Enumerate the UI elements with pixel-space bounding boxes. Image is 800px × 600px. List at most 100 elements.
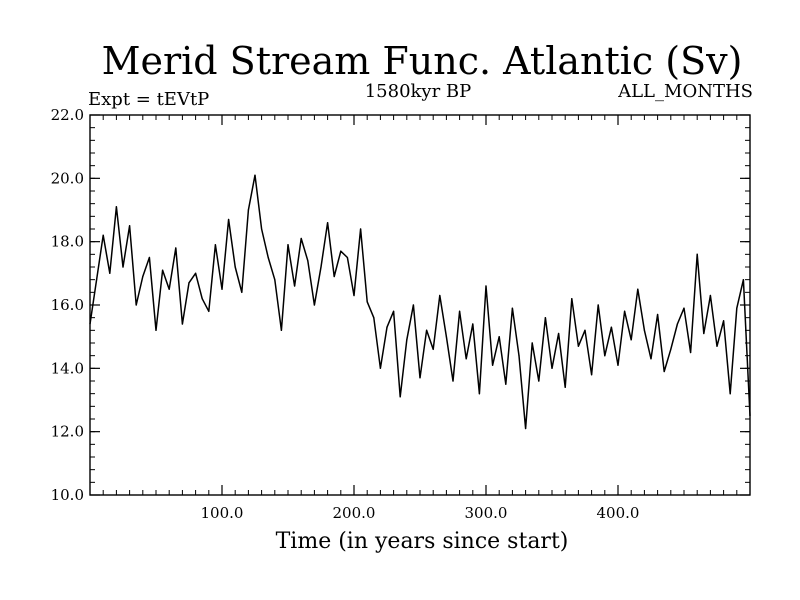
data-point	[584, 329, 586, 331]
data-point	[742, 279, 745, 281]
data-point	[188, 282, 190, 284]
data-point	[723, 320, 725, 322]
y-tick-label: 22.0	[51, 106, 84, 124]
data-point	[208, 310, 210, 312]
data-point	[676, 323, 679, 325]
data-point	[254, 174, 256, 176]
data-point	[102, 234, 104, 236]
x-tick-label: 300.0	[465, 504, 508, 522]
data-point	[399, 396, 401, 398]
subtitle-left: Expt = tEVtP	[88, 89, 209, 110]
subtitle-center: 1580kyr BP	[365, 81, 472, 102]
data-point	[577, 345, 580, 347]
data-point	[709, 294, 712, 297]
data-point	[624, 310, 626, 312]
x-axis-label: Time (in years since start)	[276, 529, 569, 554]
data-point	[115, 206, 117, 208]
data-point	[214, 244, 216, 246]
y-axis: 10.0 12.0 14.0 16.0 18.0 20.0 22.0	[51, 106, 750, 504]
data-point	[373, 317, 375, 319]
y-tick-label: 16.0	[51, 296, 84, 314]
data-point	[643, 329, 646, 331]
data-point	[716, 345, 718, 347]
data-point	[617, 364, 619, 366]
data-point	[591, 374, 593, 376]
data-point	[340, 250, 342, 252]
data-point	[432, 348, 434, 350]
series-line	[89, 174, 751, 430]
data-point	[703, 332, 705, 335]
data-point	[274, 279, 276, 281]
data-point	[221, 288, 223, 290]
data-point	[472, 323, 474, 325]
data-point	[294, 285, 296, 287]
series-layer	[89, 174, 751, 430]
data-point	[683, 307, 685, 309]
data-point	[406, 339, 408, 341]
data-point	[558, 332, 560, 335]
y-tick-label: 14.0	[51, 359, 84, 377]
data-point	[379, 367, 381, 369]
y-tick-label: 10.0	[51, 486, 84, 504]
data-point	[135, 304, 137, 306]
data-point	[333, 275, 335, 278]
data-point	[168, 288, 170, 290]
data-point	[360, 228, 362, 230]
x-tick-label: 400.0	[597, 504, 640, 522]
data-point	[307, 260, 309, 262]
data-point	[148, 256, 150, 259]
data-point	[604, 355, 606, 357]
data-point	[234, 266, 236, 268]
data-point	[729, 393, 731, 395]
data-point	[445, 336, 447, 338]
data-point	[597, 304, 599, 306]
data-point	[564, 386, 566, 388]
data-point	[749, 415, 751, 417]
data-point	[657, 313, 659, 316]
data-point	[142, 275, 144, 278]
data-point	[300, 237, 302, 240]
data-point	[419, 377, 421, 379]
data-point	[280, 329, 282, 331]
plot-frame	[89, 114, 751, 496]
data-point	[696, 253, 698, 255]
data-point	[247, 209, 249, 211]
data-point	[650, 358, 652, 360]
x-tick-label: 200.0	[333, 504, 376, 522]
data-point	[267, 256, 269, 259]
data-point	[478, 393, 480, 395]
data-point	[492, 364, 494, 366]
data-point	[89, 323, 91, 325]
data-point	[195, 272, 197, 274]
data-point	[162, 269, 164, 271]
data-point	[630, 339, 632, 341]
data-point	[327, 222, 329, 224]
data-point	[181, 323, 183, 325]
y-tick-label: 18.0	[51, 233, 84, 251]
data-point	[122, 266, 124, 268]
data-point	[505, 383, 507, 385]
data-point	[637, 288, 639, 290]
data-point	[459, 310, 461, 312]
data-point	[525, 427, 527, 430]
data-point	[690, 351, 692, 354]
data-point	[551, 367, 553, 369]
y-tick-label: 20.0	[51, 169, 84, 187]
data-point	[313, 304, 315, 306]
data-point	[175, 247, 177, 249]
data-point	[439, 294, 441, 297]
data-point	[518, 355, 520, 357]
data-point	[426, 329, 428, 331]
data-point	[96, 279, 98, 281]
data-point	[452, 380, 454, 382]
data-point	[531, 342, 533, 344]
data-point	[155, 329, 157, 331]
data-point	[538, 380, 540, 382]
x-tick-label: 100.0	[201, 504, 244, 522]
y-tick-label: 12.0	[51, 423, 84, 441]
chart-title: Merid Stream Func. Atlantic (Sv)	[102, 39, 743, 83]
data-point	[241, 291, 243, 293]
data-point	[129, 225, 131, 227]
data-point	[544, 317, 547, 319]
